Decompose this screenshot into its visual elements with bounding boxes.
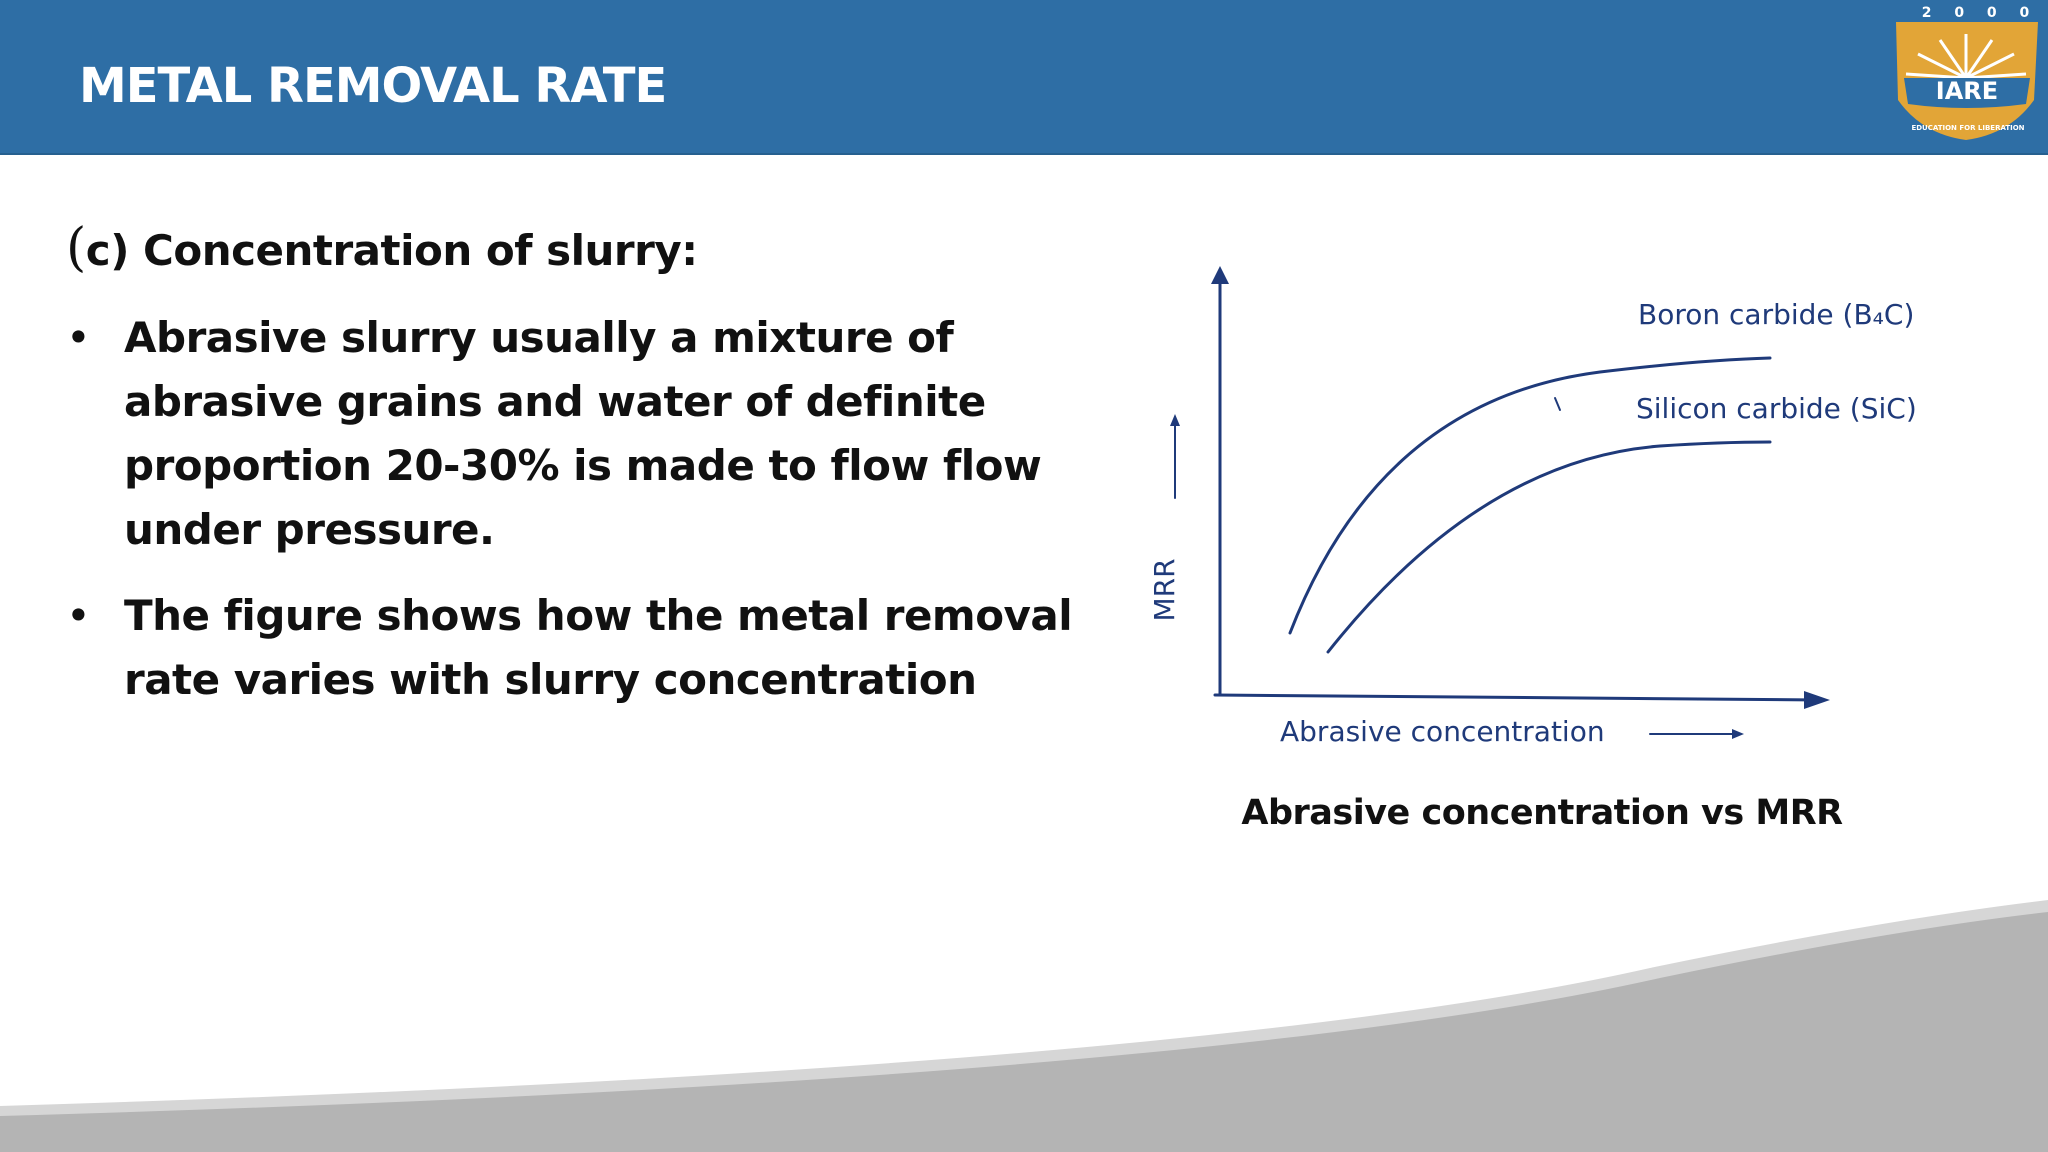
boron-curve bbox=[1288, 356, 1772, 635]
mrr-diagram: Boron carbide (B₄C) Silicon carbide (SiC… bbox=[1148, 266, 1917, 748]
x-axis-arrow-icon bbox=[1804, 691, 1830, 709]
bullet-list: • Abrasive slurry usually a mixture of ab… bbox=[62, 306, 1142, 712]
boron-carbide-label: Boron carbide (B₄C) bbox=[1638, 298, 1914, 331]
section-heading: (c) Concentration of slurry: bbox=[66, 218, 698, 278]
svg-text:2 0 0 0: 2 0 0 0 bbox=[1922, 5, 2039, 21]
bullet-item: • Abrasive slurry usually a mixture of ab… bbox=[62, 306, 1142, 562]
y-axis-label: MRR bbox=[1148, 558, 1181, 621]
bullet-item: • The figure shows how the metal removal … bbox=[62, 584, 1142, 712]
sunburst-icon bbox=[1905, 34, 2027, 80]
bullet-icon: • bbox=[66, 313, 91, 362]
footer-swoosh bbox=[0, 900, 2048, 1152]
silicon-curve bbox=[1326, 440, 1772, 654]
slide-title: METAL REMOVAL RATE bbox=[79, 58, 667, 114]
tick-mark bbox=[1554, 397, 1561, 411]
logo-band bbox=[1904, 78, 2030, 108]
silicon-carbide-label: Silicon carbide (SiC) bbox=[1636, 392, 1917, 425]
svg-text:IARE: IARE bbox=[1936, 77, 1998, 105]
figure-caption: Abrasive concentration vs MRR bbox=[1241, 793, 1843, 833]
slide-body: (c) Concentration of slurry: • Abrasive s… bbox=[62, 218, 1142, 734]
bullet-icon: • bbox=[66, 591, 91, 640]
logo-top-text-icon: 2 0 0 0 bbox=[1922, 5, 2039, 21]
x-label-arrow-icon bbox=[1732, 729, 1744, 739]
svg-text:EDUCATION FOR LIBERATION: EDUCATION FOR LIBERATION bbox=[1911, 124, 2024, 132]
title-bar: METAL REMOVAL RATE 2 0 0 0 IARE EDUCATIO… bbox=[0, 0, 2048, 155]
y-label-arrow-icon bbox=[1170, 414, 1180, 426]
x-axis-label: Abrasive concentration bbox=[1280, 715, 1605, 748]
iare-logo: 2 0 0 0 IARE EDUCATION FOR LIBERATION bbox=[1896, 5, 2039, 140]
x-axis bbox=[1213, 693, 1822, 702]
y-axis-arrow-icon bbox=[1211, 266, 1229, 284]
